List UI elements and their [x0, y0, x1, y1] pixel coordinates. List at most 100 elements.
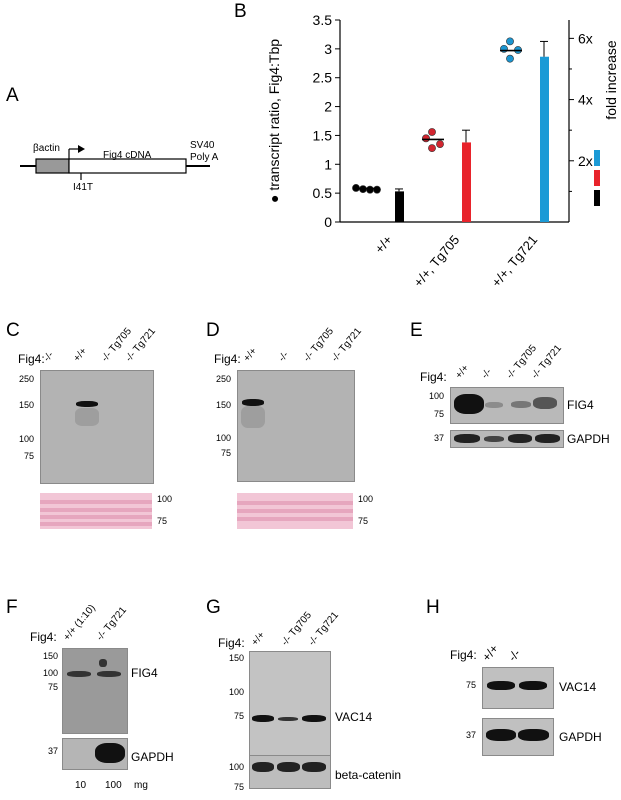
fold-bar	[540, 56, 549, 223]
mw-marker: 150	[215, 400, 231, 410]
y-tick-label: 1	[324, 156, 332, 172]
lane-label: -/-	[479, 366, 495, 381]
ponceau-d	[237, 493, 353, 529]
y2-tick-label: 4x	[578, 92, 593, 108]
protein-label: beta-catenin	[335, 768, 402, 782]
beta-actin-label: βactin	[33, 143, 60, 154]
protein-label: GAPDH	[559, 730, 602, 744]
y-tick-label: 1.5	[313, 127, 333, 143]
category-label: +/+, Tg705	[411, 232, 463, 290]
data-point	[366, 185, 374, 194]
y2-tick-label: 2x	[578, 153, 593, 169]
blot-c	[40, 370, 154, 484]
lane-label: +/+	[479, 641, 502, 664]
mw-marker: 75	[465, 680, 476, 690]
mw-marker: 100	[18, 434, 34, 444]
panel-b-label: B	[234, 1, 247, 22]
mw-marker: 75	[433, 409, 444, 419]
construct-diagram	[20, 145, 210, 180]
y-tick-label: 3.5	[313, 12, 333, 28]
mw-marker: 75	[220, 448, 231, 458]
mw-marker: 150	[42, 651, 58, 661]
blot-h-gapdh	[482, 718, 554, 756]
data-point	[428, 144, 436, 153]
data-point	[428, 128, 436, 136]
protein-label: GAPDH	[131, 750, 174, 764]
lane-label: -/- Tg721	[94, 604, 129, 643]
fig4-band	[76, 401, 98, 407]
legend-swatch	[594, 170, 600, 186]
protein-label: FIG4	[567, 398, 594, 412]
lane-label: +/+	[241, 345, 260, 364]
mw-marker: 75	[233, 782, 244, 792]
category-label: +/+	[372, 232, 396, 256]
mutation-label: I41T	[73, 182, 94, 193]
category-label: +/+, Tg721	[489, 232, 541, 290]
fig4-label-d: Fig4:	[214, 352, 241, 366]
mw-marker: 75	[47, 682, 58, 692]
panel-f-label: F	[6, 597, 18, 618]
blot-e-fig4	[450, 387, 564, 424]
blot-g-beta-catenin	[249, 755, 331, 789]
mw-marker: 100	[228, 687, 244, 697]
smear	[75, 408, 99, 426]
mw-marker: 150	[228, 653, 244, 663]
data-point	[436, 140, 444, 148]
mw-marker: 37	[433, 433, 444, 443]
protein-label: VAC14	[335, 710, 373, 724]
polya-label-1: SV40	[190, 140, 215, 151]
y2-axis-label: fold increase	[603, 40, 619, 120]
blot-d	[237, 370, 355, 482]
lane-label: +/+	[249, 629, 268, 648]
fig4-band	[242, 399, 264, 406]
fig4-label-c: Fig4:	[18, 352, 45, 366]
fig4-label-h: Fig4:	[450, 648, 477, 662]
y-tick-label: 0	[324, 214, 332, 230]
mw-marker: 75	[157, 516, 168, 526]
cdna-label: Fig4 cDNA	[103, 150, 152, 161]
load-amount: 100	[105, 780, 122, 791]
fold-bar	[395, 191, 404, 222]
blot-e-gapdh	[450, 430, 564, 448]
mw-marker: 100	[358, 494, 374, 504]
y-tick-label: 2	[324, 99, 332, 115]
mw-marker: 250	[18, 374, 34, 384]
mw-marker: 100	[42, 668, 58, 678]
panel-c-label: C	[6, 320, 20, 341]
lane-label: +/+	[71, 345, 90, 364]
lane-label: -/-	[505, 646, 524, 664]
load-unit: mg	[134, 780, 148, 791]
blot-f-gapdh	[62, 738, 128, 770]
smear	[241, 406, 265, 428]
protein-label: GAPDH	[567, 432, 610, 446]
mw-marker: 100	[215, 433, 231, 443]
y-tick-label: 0.5	[313, 185, 333, 201]
polya-label-2: Poly A	[190, 152, 219, 163]
lane-label: +/+	[453, 362, 472, 381]
protein-label: FIG4	[131, 666, 158, 680]
mw-marker: 150	[18, 400, 34, 410]
mw-marker: 100	[428, 391, 444, 401]
panel-h-label: H	[426, 597, 440, 618]
mw-marker: 75	[358, 516, 369, 526]
y2-tick-label: 6x	[578, 30, 593, 46]
blot-h-vac14	[482, 667, 554, 709]
fig4-label-g: Fig4:	[218, 636, 245, 650]
data-point	[373, 185, 381, 194]
mw-marker: 250	[215, 374, 231, 384]
protein-label: VAC14	[559, 680, 597, 694]
data-point	[506, 54, 514, 63]
mw-marker: 75	[233, 711, 244, 721]
legend-swatch	[594, 190, 600, 206]
fold-bar	[462, 142, 471, 222]
mw-marker: 37	[47, 746, 58, 756]
blot-f-fig4	[62, 648, 128, 734]
panel-g-label: G	[206, 597, 221, 618]
panel-d-label: D	[206, 320, 220, 341]
y-tick-label: 2.5	[313, 70, 333, 86]
mw-marker: 100	[228, 762, 244, 772]
fig4-label-e: Fig4:	[420, 370, 447, 384]
panel-e-label: E	[410, 320, 423, 341]
lane-label: +/+ (1:10)	[61, 602, 98, 643]
y-tick-label: 3	[324, 41, 332, 57]
